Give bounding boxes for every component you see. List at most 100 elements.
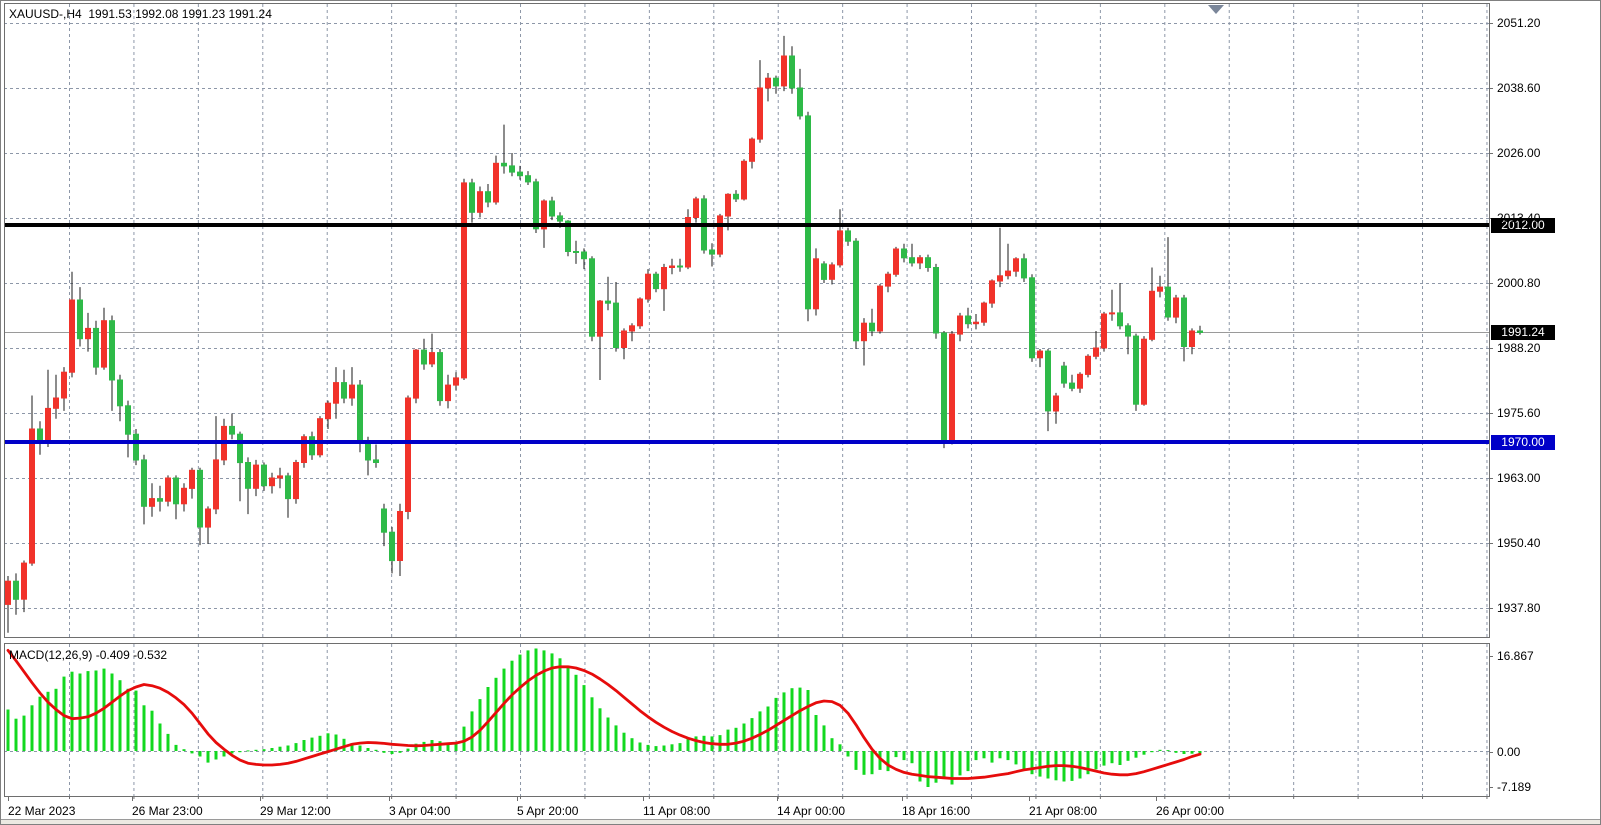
bull-candle-body — [205, 508, 211, 528]
macd-histogram-bar — [222, 751, 226, 757]
macd-histogram-bar — [478, 699, 482, 751]
hline-price-tag: 2012.00 — [1491, 217, 1555, 233]
bull-candle-body — [893, 248, 899, 275]
macd-histogram-bar — [926, 751, 930, 787]
bear-candle-body — [1061, 365, 1067, 384]
bear-candle-body — [381, 508, 387, 533]
bear-candle-body — [581, 251, 587, 260]
macd-histogram-bar — [662, 745, 666, 751]
bull-candle-body — [645, 273, 651, 300]
bear-candle-body — [1165, 286, 1171, 318]
macd-histogram-bar — [694, 736, 698, 751]
bear-candle-body — [117, 379, 123, 407]
bull-candle-body — [997, 275, 1003, 282]
bear-candle-body — [605, 300, 611, 304]
bear-candle-body — [285, 475, 291, 500]
bull-candle-body — [757, 87, 763, 140]
macd-histogram-bar — [254, 749, 258, 751]
macd-histogram-bar — [246, 750, 250, 752]
bear-candle-body — [1133, 335, 1139, 405]
bear-candle-body — [373, 459, 379, 463]
macd-histogram-bar — [326, 733, 330, 751]
macd-histogram-bar — [806, 690, 810, 751]
macd-histogram-bar — [318, 735, 322, 752]
bull-candle-body — [829, 264, 835, 280]
bull-candle-body — [85, 327, 91, 340]
bear-candle-body — [37, 428, 43, 443]
bear-candle-body — [525, 175, 531, 183]
macd-histogram-bar — [726, 729, 730, 751]
macd-histogram-bar — [94, 670, 98, 751]
macd-histogram-bar — [910, 751, 914, 764]
bull-candle-body — [741, 160, 747, 200]
window-bottom-edge — [1, 819, 1600, 824]
bear-candle-body — [517, 171, 523, 177]
macd-histogram-bar — [614, 725, 618, 751]
bear-candle-body — [589, 258, 595, 337]
macd-histogram-bar — [150, 710, 154, 751]
bear-candle-body — [965, 315, 971, 325]
bull-candle-body — [61, 371, 67, 399]
macd-histogram-bar — [462, 726, 466, 751]
bear-candle-body — [229, 425, 235, 435]
macd-histogram-bar — [886, 751, 890, 772]
macd-histogram-bar — [1158, 749, 1162, 751]
bull-candle-body — [349, 384, 355, 399]
bull-candle-body — [101, 320, 107, 368]
bull-candle-body — [5, 580, 11, 605]
bear-candle-body — [613, 302, 619, 349]
macd-histogram-bar — [486, 687, 490, 751]
current-price-tag: 1991.24 — [1491, 325, 1555, 340]
bull-candle-body — [45, 407, 51, 443]
bull-candle-body — [1013, 258, 1019, 272]
macd-histogram-bar — [518, 654, 522, 751]
macd-histogram-bar — [22, 715, 26, 751]
bear-candle-body — [733, 193, 739, 200]
macd-histogram-bar — [1182, 751, 1186, 754]
macd-histogram-bar — [678, 743, 682, 751]
bull-candle-body — [445, 384, 451, 402]
bull-candle-body — [493, 162, 499, 203]
bear-candle-body — [357, 384, 363, 443]
bear-candle-body — [309, 436, 315, 456]
chart-title: XAUUSD-,H4 1991.53 1992.08 1991.23 1991.… — [9, 7, 272, 21]
bull-candle-body — [725, 193, 731, 217]
macd-histogram-bar — [894, 751, 898, 758]
bear-candle-body — [509, 165, 515, 173]
price-axis-label: 2051.20 — [1497, 16, 1541, 30]
macd-histogram-bar — [990, 751, 994, 763]
macd-histogram-bar — [342, 738, 346, 751]
bull-candle-body — [453, 377, 459, 386]
macd-histogram-bar — [630, 738, 634, 751]
bull-candle-body — [1077, 373, 1083, 389]
macd-histogram-bar — [582, 685, 586, 751]
bull-candle-body — [1149, 290, 1155, 340]
macd-histogram-bar — [182, 749, 186, 751]
macd-histogram-bar — [454, 741, 458, 751]
bull-candle-body — [749, 138, 755, 162]
macd-histogram-bar — [502, 668, 506, 751]
bear-candle-body — [77, 299, 83, 340]
macd-histogram-bar — [302, 740, 306, 751]
bull-candle-body — [981, 302, 987, 323]
macd-histogram-bar — [654, 746, 658, 751]
bull-candle-body — [837, 230, 843, 266]
macd-histogram-bar — [934, 751, 938, 783]
macd-histogram-bar — [638, 742, 642, 751]
bull-candle-body — [165, 477, 171, 502]
time-axis-label: 11 Apr 08:00 — [643, 804, 711, 818]
bear-candle-body — [485, 191, 491, 203]
chart-ohlc-quote: 1991.53 1992.08 1991.23 1991.24 — [88, 7, 272, 21]
macd-histogram-bar — [526, 650, 530, 751]
macd-histogram-bar — [846, 751, 850, 757]
bear-candle-body — [173, 477, 179, 505]
bear-candle-body — [1197, 330, 1203, 333]
price-axis-label: 1988.20 — [1497, 341, 1541, 355]
price-axis-label: 2000.80 — [1497, 276, 1541, 290]
macd-histogram-bar — [1078, 751, 1082, 779]
macd-histogram-bar — [742, 723, 746, 751]
macd-histogram-bar — [646, 744, 650, 751]
macd-histogram-bar — [6, 709, 10, 751]
macd-histogram-bar — [1086, 751, 1090, 775]
